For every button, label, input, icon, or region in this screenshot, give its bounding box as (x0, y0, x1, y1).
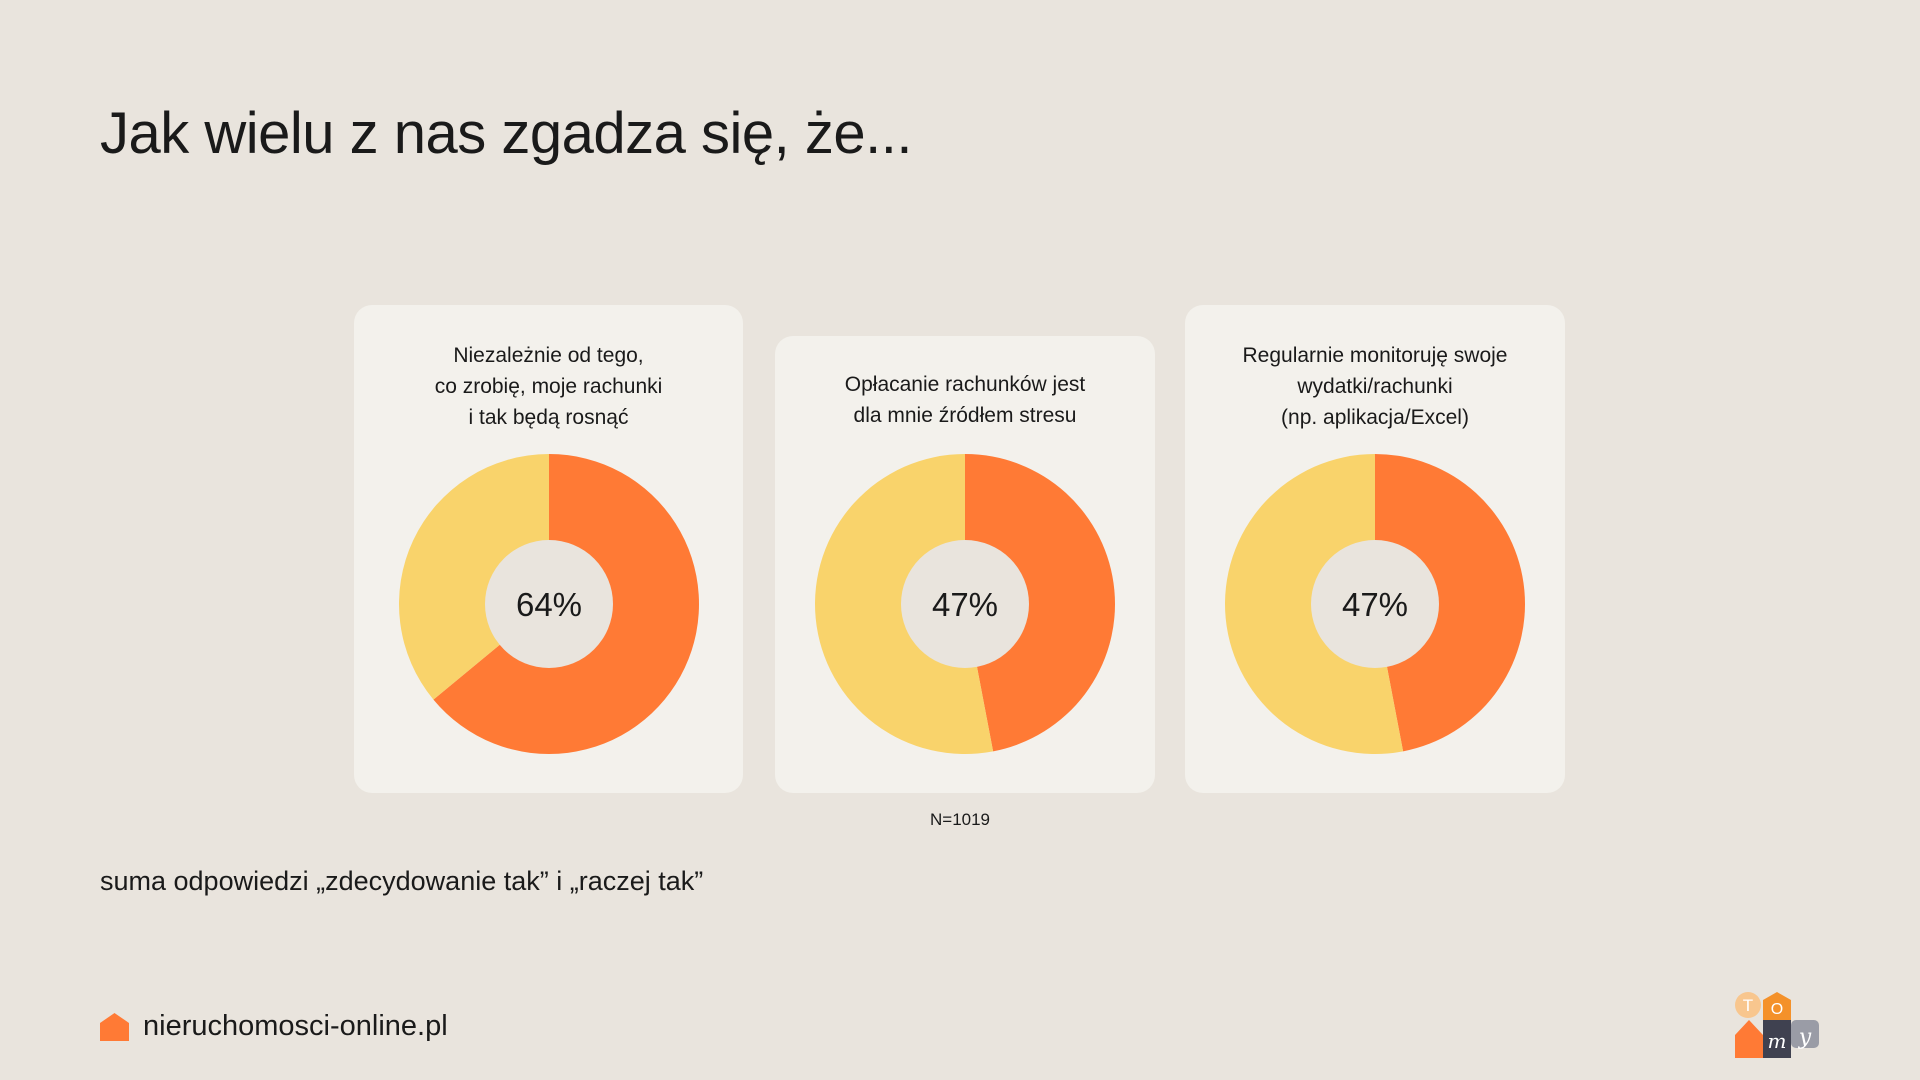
svg-text:T: T (1743, 996, 1753, 1015)
chart-question: Niezależnie od tego, co zrobię, moje rac… (434, 344, 663, 429)
donut-hole (901, 540, 1029, 668)
chart-card-2: Opłacanie rachunków jest dla mnie źródłe… (775, 336, 1155, 793)
site-link[interactable]: nieruchomosci-online.pl (143, 1010, 448, 1042)
donut-chart: 47% (815, 454, 1115, 754)
house-icon (100, 1012, 129, 1041)
slice-other (398, 454, 549, 700)
page-title: Jak wielu z nas zgadza się, że... (100, 101, 913, 166)
value-label: 47% (1342, 586, 1408, 623)
svg-text:m: m (1768, 1029, 1787, 1053)
footnote: suma odpowiedzi „zdecydowanie tak” i „ra… (100, 866, 704, 896)
donut-hole (484, 540, 613, 668)
chart-card-1: Niezależnie od tego, co zrobię, moje rac… (354, 305, 743, 793)
donut-chart: 64% (398, 454, 699, 754)
tomy-logo: T O m y (1735, 992, 1819, 1058)
sample-size: N=1019 (929, 810, 991, 829)
chart-question: Opłacanie rachunków jest dla mnie źródłe… (844, 373, 1086, 427)
slice-agree (1375, 454, 1525, 752)
slice-agree (965, 454, 1115, 752)
chart-question: Regularnie monitoruję swoje wydatki/rach… (1242, 344, 1508, 429)
value-label: 47% (932, 586, 998, 623)
donut-chart: 47% (1225, 454, 1525, 754)
svg-text:y: y (1798, 1025, 1812, 1050)
footer-brand[interactable]: nieruchomosci-online.pl (100, 1010, 448, 1043)
donut-hole (1311, 540, 1439, 668)
chart-card-3: Regularnie monitoruję swoje wydatki/rach… (1185, 305, 1565, 793)
svg-text:O: O (1771, 1001, 1783, 1018)
value-label: 64% (515, 586, 581, 623)
